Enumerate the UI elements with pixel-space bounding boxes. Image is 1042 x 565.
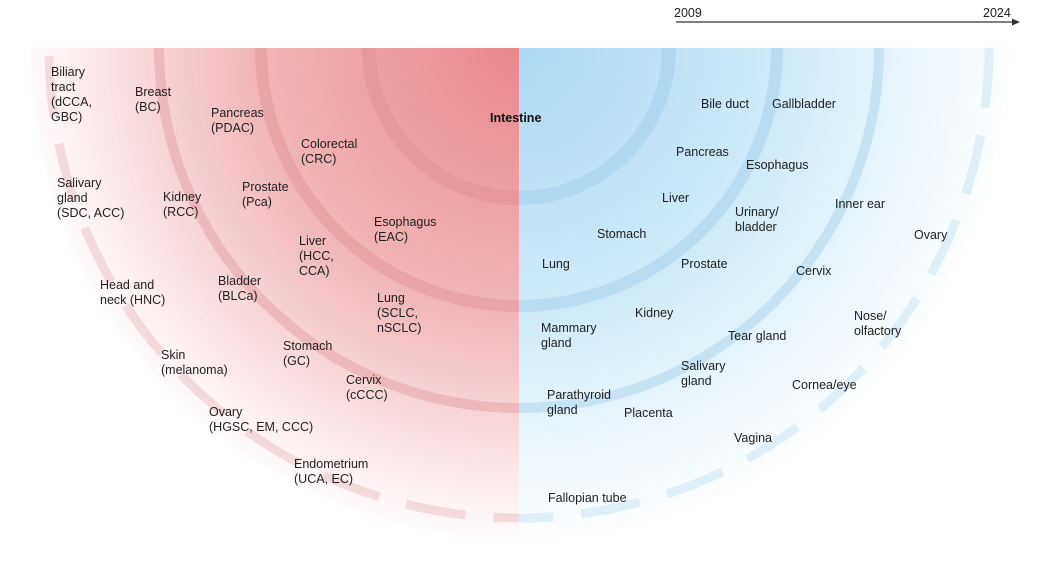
left-label-ovary: Ovary (HGSC, EM, CCC): [209, 405, 314, 434]
left-label-liver: Liver (HCC, CCA): [299, 234, 334, 278]
right-label-bile-duct: Bile duct: [701, 97, 749, 111]
right-label-mammary-gland: Mammary gland: [541, 321, 597, 350]
center-label-intestine: Intestine: [490, 111, 542, 125]
right-label-fallopian-tube: Fallopian tube: [548, 491, 627, 505]
right-label-cervix: Cervix: [796, 264, 832, 278]
left-label-salivary-gland: Salivary gland (SDC, ACC): [57, 176, 125, 220]
left-label-breast: Breast (BC): [135, 85, 172, 114]
left-label-biliary-tract: Biliary tract (dCCA, GBC): [51, 65, 92, 124]
right-label-prostate: Prostate: [681, 257, 728, 271]
left-label-head-and-neck: Head and neck (HNC): [100, 278, 166, 307]
left-half-background: [30, 48, 519, 540]
left-label-colorectal: Colorectal (CRC): [301, 137, 358, 166]
timeline-arrow: [676, 18, 1020, 26]
right-label-stomach: Stomach: [597, 227, 647, 241]
left-label-endometrium: Endometrium (UCA, EC): [294, 457, 369, 486]
left-label-prostate: Prostate (Pca): [242, 180, 289, 209]
right-half-background: [519, 48, 1007, 540]
left-label-kidney: Kidney (RCC): [163, 190, 202, 219]
right-label-liver: Liver: [662, 191, 690, 205]
right-label-placenta: Placenta: [624, 406, 673, 420]
right-label-inner-ear: Inner ear: [835, 197, 886, 211]
right-label-urinary-bladder: Urinary/ bladder: [735, 205, 779, 234]
right-label-esophagus: Esophagus: [746, 158, 809, 172]
left-label-stomach: Stomach (GC): [283, 339, 333, 368]
right-label-tear-gland: Tear gland: [728, 329, 787, 343]
right-label-lung: Lung: [542, 257, 570, 271]
left-label-cervix: Cervix (cCCC): [346, 373, 388, 402]
right-label-vagina: Vagina: [734, 431, 772, 445]
right-label-parathyroid-gland: Parathyroid gland: [547, 388, 611, 417]
left-label-lung: Lung (SCLC, nSCLC): [377, 291, 422, 335]
right-label-ovary: Ovary: [914, 228, 948, 242]
timeline-end-label: 2024: [983, 6, 1011, 20]
left-label-skin: Skin (melanoma): [161, 348, 228, 377]
right-label-pancreas: Pancreas: [676, 145, 729, 159]
right-label-kidney: Kidney: [635, 306, 674, 320]
right-label-salivary-gland: Salivary gland: [681, 359, 726, 388]
left-label-esophagus: Esophagus (EAC): [374, 215, 437, 244]
left-label-pancreas: Pancreas (PDAC): [211, 106, 264, 135]
right-label-gallbladder: Gallbladder: [772, 97, 836, 111]
left-label-bladder: Bladder (BLCa): [218, 274, 262, 303]
right-label-nose-olfactory: Nose/ olfactory: [854, 309, 902, 338]
timeline-start-label: 2009: [674, 6, 702, 20]
right-label-cornea-eye: Cornea/eye: [792, 378, 857, 392]
